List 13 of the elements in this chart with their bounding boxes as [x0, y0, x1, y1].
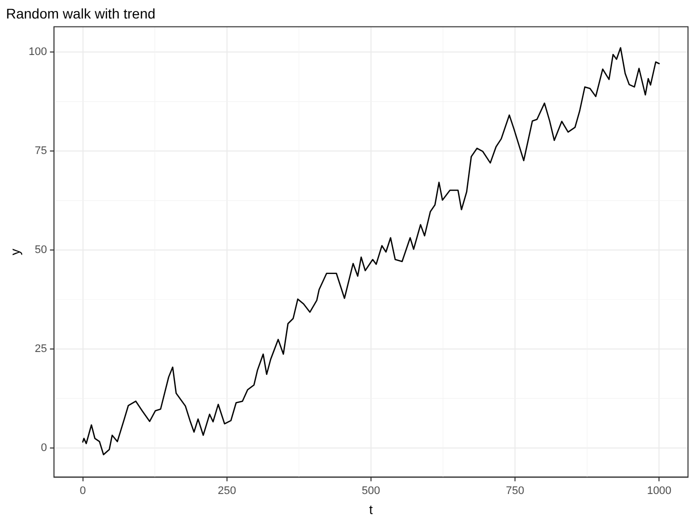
x-tick-label: 500 [362, 484, 380, 497]
y-tick-label: 25 [34, 343, 47, 355]
chart-title: Random walk with trend [6, 5, 156, 22]
x-tick-label: 1000 [646, 484, 672, 497]
x-tick-label: 250 [218, 484, 236, 497]
y-axis-title: y [7, 248, 22, 256]
y-tick-label: 0 [40, 442, 47, 454]
x-axis-title: t [369, 502, 374, 517]
x-tick-label: 0 [80, 484, 86, 497]
x-tick-label: 750 [506, 484, 524, 497]
y-tick-label: 75 [34, 145, 47, 158]
y-tick-label: 50 [34, 244, 47, 256]
y-tick-label: 100 [28, 46, 47, 58]
